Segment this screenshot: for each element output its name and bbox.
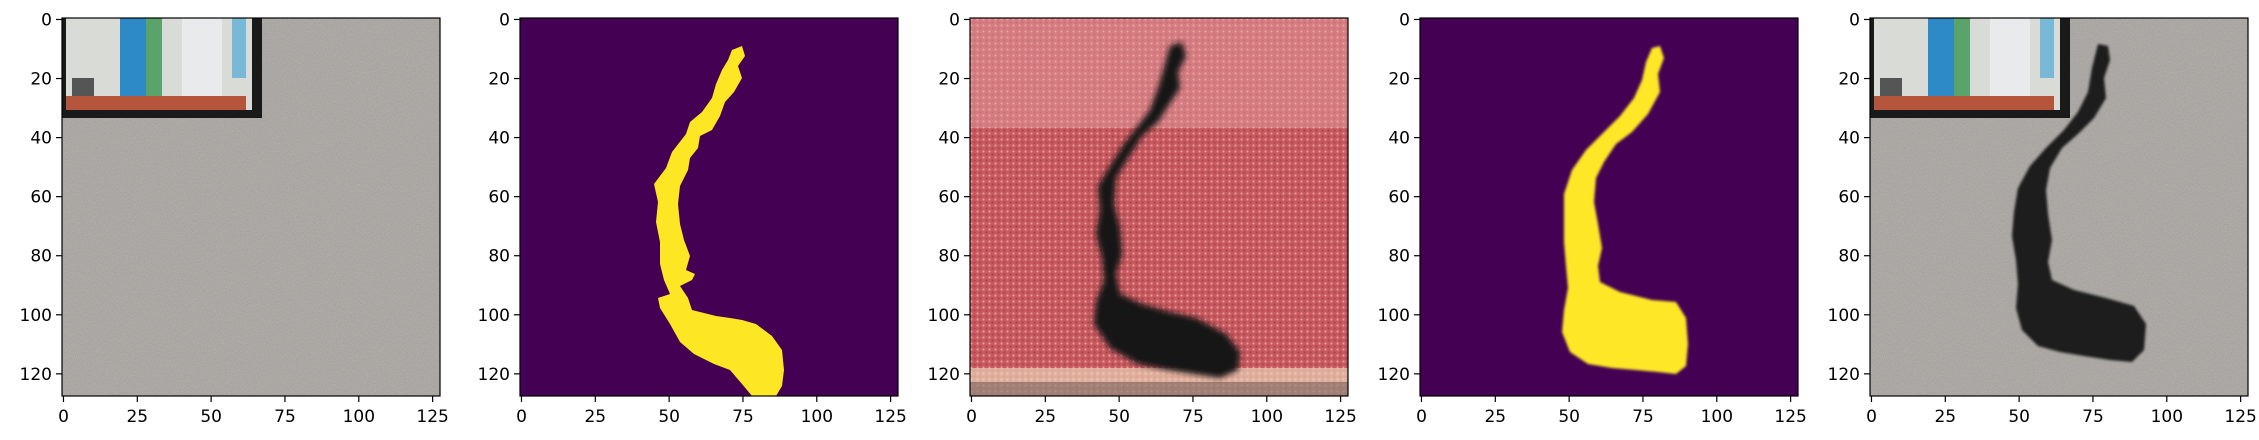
y-tick-label: 60 (1838, 188, 1860, 208)
axes-overlay-result: 0 25 50 75 100 125 0 20 40 60 80 100 120 (1828, 10, 2257, 427)
panel-ground-truth-mask (520, 18, 898, 396)
y-tick-label: 60 (1388, 188, 1410, 208)
mask-shape (654, 46, 784, 396)
x-tick-label: 50 (1558, 407, 1580, 427)
x-tick-label: 100 (2151, 407, 2183, 427)
y-tick-label: 40 (938, 129, 960, 149)
x-tick-label: 0 (58, 407, 69, 427)
panel-input-image (62, 18, 440, 396)
x-tick-label: 125 (874, 407, 906, 427)
y-tick-label: 120 (1828, 365, 1860, 385)
package-inset (1870, 18, 2070, 118)
y-tick-label: 60 (488, 188, 510, 208)
x-tick-label: 75 (732, 407, 754, 427)
x-tick-label: 25 (1484, 407, 1506, 427)
y-tick-label: 100 (928, 306, 960, 326)
y-tick-label: 100 (1828, 306, 1860, 326)
y-tick-label: 80 (1388, 247, 1410, 267)
y-tick-label: 0 (1849, 10, 1860, 30)
y-tick-label: 120 (20, 365, 52, 385)
y-tick-label: 0 (1399, 10, 1410, 30)
y-tick-label: 80 (938, 247, 960, 267)
x-tick-label: 25 (126, 407, 148, 427)
axes-generated-image: 0 25 50 75 100 125 0 20 40 60 80 100 120 (928, 10, 1357, 427)
y-tick-label: 40 (488, 129, 510, 149)
package-inset (62, 18, 262, 118)
panel-overlay-result (1870, 18, 2248, 396)
y-tick-label: 20 (30, 70, 52, 90)
x-tick-label: 125 (416, 407, 448, 427)
x-tick-label: 125 (2224, 407, 2256, 427)
panel-predicted-mask (1420, 18, 1798, 396)
x-tick-label: 75 (1182, 407, 1204, 427)
y-tick-label: 60 (938, 188, 960, 208)
x-tick-label: 75 (2082, 407, 2104, 427)
x-tick-label: 50 (658, 407, 680, 427)
x-tick-label: 25 (584, 407, 606, 427)
x-tick-label: 100 (1701, 407, 1733, 427)
x-tick-label: 0 (1416, 407, 1427, 427)
axes-frame (1869, 17, 2249, 397)
stain-shape (2012, 44, 2146, 362)
axes-frame (1419, 17, 1799, 397)
x-tick-label: 75 (274, 407, 296, 427)
x-tick-label: 0 (966, 407, 977, 427)
y-tick-label: 40 (1388, 129, 1410, 149)
y-tick-label: 40 (1838, 129, 1860, 149)
x-tick-label: 25 (1034, 407, 1056, 427)
y-tick-label: 80 (1838, 247, 1860, 267)
y-tick-label: 120 (478, 365, 510, 385)
stain-shape (1094, 42, 1240, 378)
y-tick-label: 40 (30, 129, 52, 149)
axes-ground-truth-mask: 0 25 50 75 100 125 0 20 40 60 80 100 120 (478, 10, 907, 427)
y-tick-label: 80 (30, 247, 52, 267)
y-tick-label: 0 (41, 10, 52, 30)
axes-frame (519, 17, 899, 397)
axes-frame (61, 17, 441, 397)
axes-frame (969, 17, 1349, 397)
x-tick-label: 50 (2008, 407, 2030, 427)
x-tick-label: 100 (801, 407, 833, 427)
x-tick-label: 50 (1108, 407, 1130, 427)
y-tick-label: 120 (928, 365, 960, 385)
y-tick-label: 80 (488, 247, 510, 267)
axes-predicted-mask: 0 25 50 75 100 125 0 20 40 60 80 100 120 (1378, 10, 1807, 427)
y-tick-label: 20 (488, 70, 510, 90)
x-tick-label: 25 (1934, 407, 1956, 427)
x-tick-label: 75 (1632, 407, 1654, 427)
y-tick-label: 20 (1838, 70, 1860, 90)
y-tick-label: 120 (1378, 365, 1410, 385)
y-tick-label: 60 (30, 188, 52, 208)
x-tick-label: 50 (200, 407, 222, 427)
y-tick-label: 20 (1388, 70, 1410, 90)
panel-generated-image (970, 18, 1348, 396)
axes-input-image: 0 25 50 75 100 125 0 20 40 60 80 100 120 (20, 10, 449, 427)
y-tick-label: 100 (478, 306, 510, 326)
y-tick-label: 20 (938, 70, 960, 90)
y-tick-label: 0 (949, 10, 960, 30)
x-tick-label: 125 (1774, 407, 1806, 427)
x-tick-label: 125 (1324, 407, 1356, 427)
x-tick-label: 0 (1866, 407, 1877, 427)
x-tick-label: 0 (516, 407, 527, 427)
y-tick-label: 100 (20, 306, 52, 326)
y-tick-label: 0 (499, 10, 510, 30)
x-tick-label: 100 (1251, 407, 1283, 427)
mask-shape (1562, 46, 1688, 374)
y-tick-label: 100 (1378, 306, 1410, 326)
x-tick-label: 100 (343, 407, 375, 427)
